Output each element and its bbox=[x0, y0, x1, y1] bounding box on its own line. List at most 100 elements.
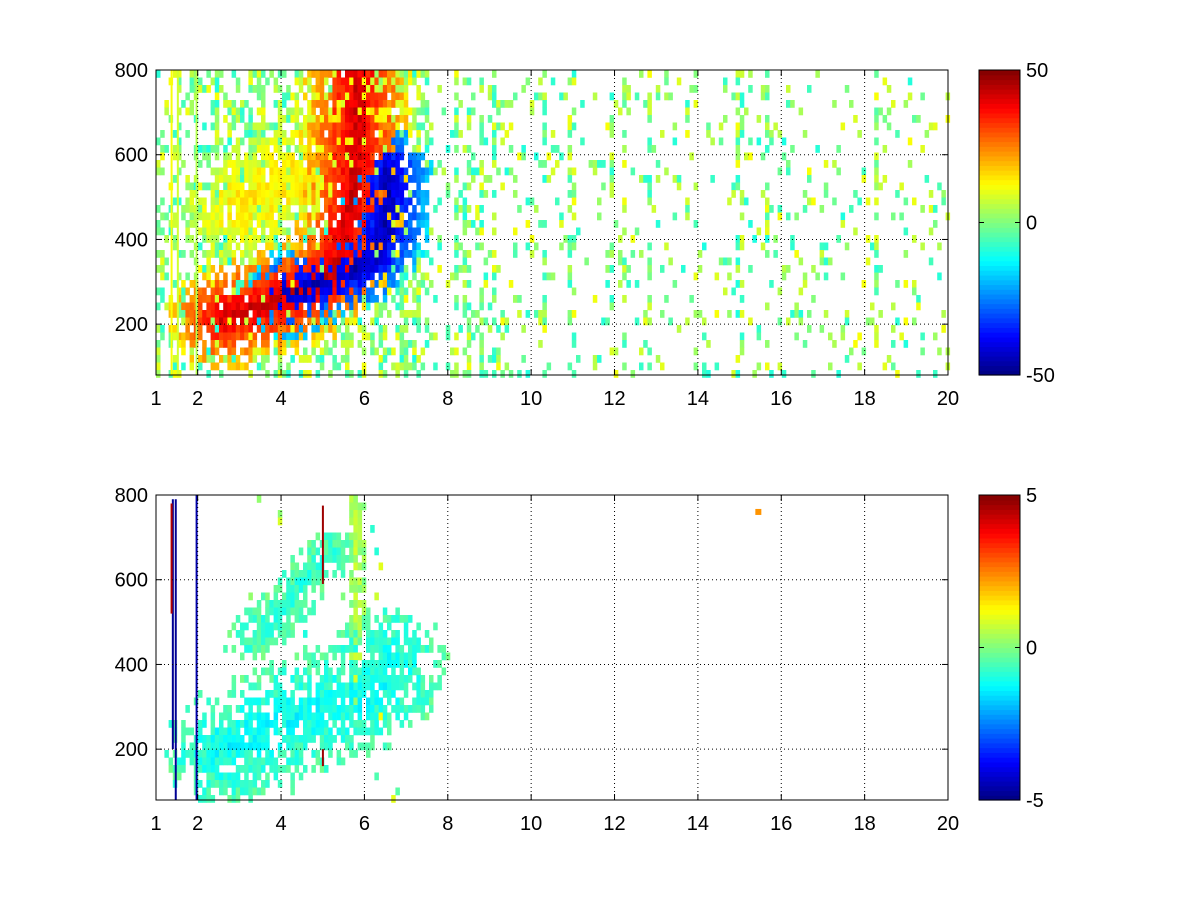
heat-cell bbox=[181, 347, 186, 356]
heat-cell bbox=[273, 317, 279, 326]
heat-cell bbox=[500, 137, 505, 146]
heat-cell bbox=[340, 355, 346, 363]
heat-cell bbox=[206, 227, 211, 236]
heat-cell bbox=[345, 182, 350, 191]
heat-cell bbox=[408, 675, 413, 683]
heat-cell bbox=[420, 362, 426, 371]
heat-cell bbox=[412, 340, 417, 348]
heat-cell bbox=[315, 332, 321, 341]
heat-cell bbox=[567, 122, 573, 131]
heat-cell bbox=[437, 660, 442, 668]
heat-cell bbox=[277, 175, 283, 183]
heat-cell bbox=[739, 235, 745, 243]
heat-cell bbox=[244, 130, 249, 138]
heat-cell bbox=[492, 212, 497, 221]
heat-cell bbox=[374, 302, 379, 311]
heat-cell bbox=[366, 152, 371, 161]
heat-cell bbox=[290, 757, 295, 766]
heat-cell bbox=[303, 585, 308, 593]
heat-cell bbox=[424, 227, 430, 236]
heat-cell bbox=[286, 242, 291, 251]
heat-cell bbox=[231, 780, 237, 788]
heat-cell bbox=[177, 370, 182, 378]
heat-cell bbox=[345, 355, 350, 363]
heat-cell bbox=[265, 137, 270, 146]
heat-cell bbox=[240, 780, 245, 788]
heat-cell bbox=[332, 265, 337, 273]
heat-cell bbox=[307, 302, 312, 311]
heat-cell bbox=[282, 160, 287, 168]
heat-cell bbox=[319, 257, 325, 266]
heat-cell bbox=[819, 205, 825, 213]
heat-cell bbox=[412, 347, 417, 356]
heat-cell bbox=[311, 160, 316, 168]
heat-cell bbox=[294, 347, 300, 356]
streak bbox=[170, 503, 173, 614]
heat-cell bbox=[609, 160, 615, 168]
heat-cell bbox=[382, 637, 388, 646]
heat-cell bbox=[571, 370, 577, 378]
heat-cell bbox=[172, 325, 178, 333]
heat-cell bbox=[534, 92, 539, 101]
heat-cell bbox=[378, 280, 384, 288]
heat-cell bbox=[504, 317, 510, 326]
heat-cell bbox=[256, 167, 262, 176]
heat-cell bbox=[298, 197, 304, 206]
heat-cell bbox=[235, 77, 241, 86]
heat-cell bbox=[471, 310, 476, 318]
heat-cell bbox=[828, 332, 833, 341]
heat-cell bbox=[366, 122, 371, 131]
heat-cell bbox=[874, 197, 879, 206]
heat-cell bbox=[609, 242, 615, 251]
heat-cell bbox=[361, 92, 367, 101]
colorbar-swatch bbox=[979, 89, 1020, 95]
heat-cell bbox=[265, 712, 270, 721]
axes-box bbox=[155, 69, 949, 376]
heat-cell bbox=[765, 205, 770, 213]
colorbar-swatch bbox=[979, 332, 1020, 338]
heat-cell bbox=[504, 167, 510, 176]
colorbar-swatch bbox=[979, 499, 1020, 506]
heat-cell bbox=[311, 750, 316, 758]
heat-cell bbox=[395, 325, 400, 333]
heat-cell bbox=[374, 175, 379, 183]
heat-cell bbox=[479, 85, 484, 93]
heat-cell bbox=[370, 220, 375, 228]
heat-cell bbox=[349, 742, 354, 751]
heat-cell bbox=[353, 607, 358, 616]
heat-cell bbox=[219, 712, 224, 721]
heat-cell bbox=[336, 757, 342, 766]
heat-cell bbox=[353, 100, 358, 108]
heat-cell bbox=[483, 137, 489, 146]
heat-cell bbox=[622, 265, 627, 273]
heat-cell bbox=[399, 152, 405, 161]
heat-cell bbox=[416, 250, 421, 258]
heat-cell bbox=[210, 220, 216, 228]
heat-cell bbox=[227, 795, 232, 803]
heat-cell bbox=[391, 362, 396, 371]
heat-cell bbox=[282, 347, 287, 356]
heat-cell bbox=[256, 85, 262, 93]
heat-cell bbox=[697, 265, 703, 273]
heat-cell bbox=[294, 100, 300, 108]
heat-cell bbox=[231, 742, 237, 751]
heat-cell bbox=[277, 682, 283, 691]
heat-cell bbox=[311, 735, 316, 743]
heat-cell bbox=[345, 370, 350, 378]
heat-cell bbox=[643, 340, 648, 348]
heat-cell bbox=[168, 720, 174, 728]
heat-cell bbox=[269, 667, 274, 676]
heat-cell bbox=[244, 712, 249, 721]
heat-cell bbox=[336, 272, 342, 281]
heat-cell bbox=[332, 130, 337, 138]
heat-cell bbox=[739, 212, 745, 221]
heat-cell bbox=[836, 235, 841, 243]
heat-cell bbox=[231, 757, 237, 766]
heat-cell bbox=[210, 750, 216, 758]
heat-cell bbox=[387, 145, 392, 153]
heat-cell bbox=[311, 100, 316, 108]
heat-cell bbox=[345, 175, 350, 183]
heat-cell bbox=[450, 130, 455, 138]
heat-cell bbox=[781, 370, 787, 378]
